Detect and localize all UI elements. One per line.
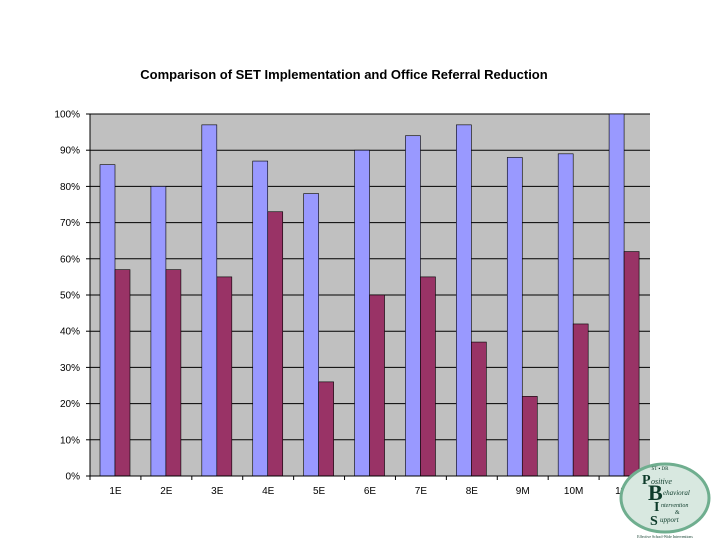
chart-title: Comparison of SET Implementation and Off… bbox=[140, 67, 547, 82]
y-axis-ticks: 0% 10% 20% 30% 40% 50% 60% 70% 80% 90% 100% bbox=[54, 110, 90, 483]
bars bbox=[99, 113, 640, 477]
x-tick-label: 5E bbox=[313, 486, 326, 497]
x-tick-label: 2E bbox=[160, 486, 173, 497]
y-tick-label: 50% bbox=[60, 291, 80, 302]
y-tick-label: 90% bbox=[60, 146, 80, 157]
pbis-logo: ST ▪ DR P ositive B ehavioral I ntervent… bbox=[619, 462, 711, 539]
bar-office-referral-reduction-11M bbox=[623, 251, 640, 477]
logo-ampersand: & bbox=[675, 510, 680, 516]
bar-set-implementation-5E bbox=[303, 193, 319, 477]
bar-set-implementation-10M bbox=[557, 153, 574, 477]
bar-set-implementation-2E bbox=[150, 186, 167, 477]
logo-letter-b: B bbox=[648, 480, 663, 505]
bar-set-implementation-9M bbox=[506, 157, 523, 477]
x-tick-label: 8E bbox=[466, 486, 479, 497]
x-tick-label: 9M bbox=[516, 486, 530, 497]
logo-letter-i: I bbox=[654, 500, 659, 515]
x-tick-label: 7E bbox=[415, 486, 428, 497]
bar-set-implementation-11M bbox=[608, 113, 625, 477]
bar-office-referral-reduction-6E bbox=[369, 294, 385, 477]
bar-office-referral-reduction-2E bbox=[165, 269, 182, 477]
x-tick-label: 3E bbox=[211, 486, 224, 497]
y-tick-label: 60% bbox=[60, 254, 80, 265]
x-axis-ticks: 1E2E3E4E5E6E7E8E9M10M11M bbox=[89, 476, 651, 497]
logo-letter-p: P bbox=[642, 473, 651, 488]
y-tick-label: 80% bbox=[60, 182, 80, 193]
y-tick-label: 20% bbox=[60, 399, 80, 410]
bar-set-implementation-4E bbox=[252, 160, 269, 477]
logo-ring bbox=[619, 462, 711, 534]
logo-word-behavioral: ehavioral bbox=[663, 489, 690, 497]
bar-office-referral-reduction-7E bbox=[420, 276, 436, 477]
logo-top-text: ST ▪ DR bbox=[652, 467, 670, 472]
logo-tagline: Effective School-Wide Interventions bbox=[637, 535, 693, 539]
y-tick-label: 70% bbox=[60, 218, 80, 229]
bar-set-implementation-7E bbox=[405, 135, 421, 477]
y-tick-label: 10% bbox=[60, 435, 80, 446]
logo-word-support: upport bbox=[660, 516, 680, 524]
x-tick-label: 1E bbox=[109, 486, 122, 497]
bar-set-implementation-3E bbox=[201, 124, 218, 477]
logo-word-positive: ositive bbox=[651, 477, 672, 486]
bar-office-referral-reduction-9M bbox=[521, 396, 538, 477]
bar-set-implementation-1E bbox=[99, 164, 116, 477]
y-tick-label: 40% bbox=[60, 327, 80, 338]
bar-office-referral-reduction-8E bbox=[471, 341, 487, 477]
y-tick-label: 0% bbox=[66, 472, 81, 483]
x-tick-label: 6E bbox=[364, 486, 377, 497]
y-tick-label: 100% bbox=[54, 110, 80, 121]
bar-office-referral-reduction-10M bbox=[572, 323, 589, 477]
y-tick-label: 30% bbox=[60, 363, 80, 374]
bar-office-referral-reduction-4E bbox=[267, 211, 284, 477]
x-tick-label: 10M bbox=[564, 486, 583, 497]
bar-set-implementation-6E bbox=[354, 149, 370, 477]
x-tick-label: 4E bbox=[262, 486, 275, 497]
bar-office-referral-reduction-5E bbox=[318, 381, 334, 477]
bar-office-referral-reduction-3E bbox=[216, 276, 233, 477]
logo-word-intervention: ntervention bbox=[661, 503, 688, 509]
logo-letter-s: S bbox=[650, 514, 658, 529]
bar-office-referral-reduction-1E bbox=[114, 269, 131, 477]
bar-set-implementation-8E bbox=[456, 124, 472, 477]
